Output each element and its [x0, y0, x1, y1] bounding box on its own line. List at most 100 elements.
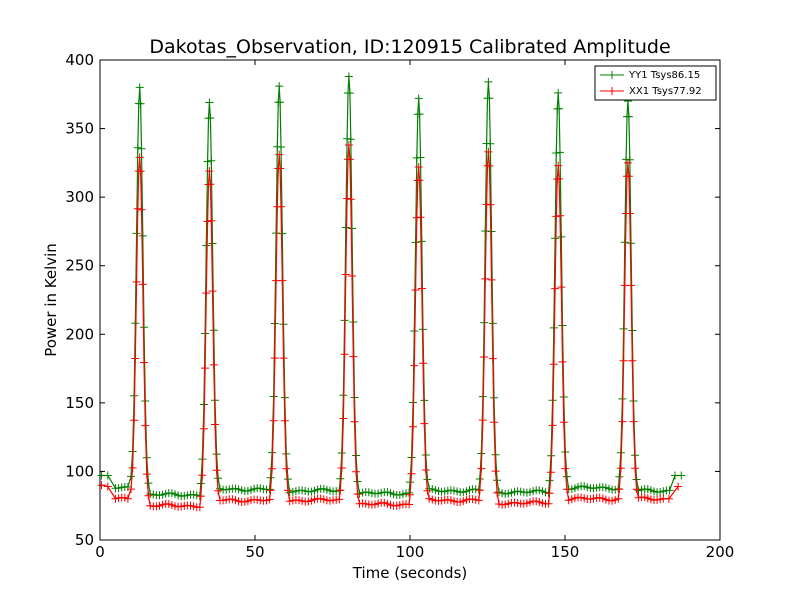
- legend-label-yy1: YY1 Tsys86.15: [628, 70, 700, 81]
- data-point: [144, 491, 153, 500]
- data-point: [343, 194, 352, 203]
- data-point: [278, 276, 287, 285]
- data-point: [133, 204, 142, 213]
- series-line: [101, 76, 682, 497]
- data-point: [490, 418, 498, 427]
- data-point: [135, 83, 144, 92]
- data-point: [269, 416, 278, 425]
- data-point: [547, 468, 555, 477]
- data-point: [208, 287, 217, 296]
- data-point: [337, 464, 346, 472]
- data-point: [352, 467, 361, 476]
- legend-marker-xx1: [608, 87, 616, 95]
- data-point: [202, 241, 211, 250]
- data-point: [137, 144, 146, 153]
- data-point: [620, 238, 629, 247]
- data-point: [420, 419, 429, 428]
- series-line: [101, 144, 679, 508]
- data-point: [491, 467, 500, 476]
- x-tick-label: 200: [706, 543, 735, 561]
- data-point: [103, 471, 112, 480]
- data-point: [558, 357, 567, 366]
- data-point: [348, 272, 356, 280]
- data-point: [207, 156, 216, 165]
- data-point: [341, 223, 350, 232]
- data-point: [340, 350, 349, 359]
- data-point: [348, 224, 356, 233]
- data-point: [487, 275, 496, 284]
- data-point: [138, 231, 147, 240]
- data-point: [128, 463, 137, 472]
- x-tick-label: 100: [396, 543, 425, 561]
- data-point: [554, 88, 563, 97]
- data-point: [277, 202, 285, 211]
- data-point: [615, 472, 624, 481]
- legend-label-xx1: XX1 Tsys77.92: [629, 86, 702, 97]
- data-point: [276, 164, 285, 173]
- data-point: [405, 500, 414, 509]
- data-point: [266, 486, 275, 495]
- data-point: [280, 416, 289, 425]
- data-point: [131, 354, 140, 363]
- data-point: [346, 195, 355, 204]
- data-point: [485, 161, 494, 170]
- data-point: [614, 494, 623, 503]
- data-point: [141, 421, 150, 430]
- data-point: [544, 499, 553, 508]
- data-point: [410, 361, 419, 370]
- data-point: [674, 482, 683, 491]
- data-point: [198, 471, 207, 480]
- data-point: [486, 139, 495, 148]
- data-point: [475, 486, 484, 495]
- data-point: [486, 200, 495, 209]
- data-point: [207, 216, 216, 225]
- legend-marker-yy1: [608, 71, 616, 79]
- data-point: [407, 469, 416, 478]
- x-tick-label: 50: [245, 543, 264, 561]
- data-point: [336, 486, 345, 495]
- data-point: [485, 94, 494, 103]
- data-point: [417, 237, 426, 246]
- series-yy1: [97, 72, 686, 501]
- data-point: [416, 213, 425, 222]
- data-point: [624, 112, 633, 121]
- chart-title: Dakotas_Observation, ID:120915 Calibrate…: [149, 36, 670, 58]
- data-point: [414, 163, 423, 171]
- y-tick-label: 400: [65, 51, 94, 69]
- data-point: [283, 486, 292, 495]
- x-axis-label: Time (seconds): [352, 564, 468, 582]
- data-point: [132, 277, 141, 286]
- data-point: [677, 471, 686, 480]
- y-axis-label: Power in Kelvin: [42, 243, 60, 357]
- data-point: [480, 353, 489, 361]
- data-point: [555, 174, 564, 183]
- data-point: [419, 359, 427, 368]
- data-point: [627, 281, 635, 290]
- data-point: [138, 280, 147, 289]
- data-point: [665, 486, 674, 495]
- x-tick-label: 150: [551, 543, 580, 561]
- data-point: [265, 495, 274, 504]
- data-point: [623, 158, 632, 167]
- data-point: [411, 286, 420, 294]
- data-point: [137, 205, 146, 214]
- data-point: [416, 153, 425, 162]
- data-point: [205, 98, 214, 107]
- data-point: [632, 485, 641, 494]
- data-point: [344, 141, 353, 149]
- data-point: [206, 114, 215, 122]
- data-point: [123, 494, 132, 503]
- data-point: [349, 352, 358, 361]
- series-xx1: [97, 141, 683, 512]
- data-point: [278, 229, 287, 238]
- data-point: [206, 180, 215, 189]
- y-tick-label: 300: [65, 188, 94, 206]
- y-tick-label: 150: [65, 394, 94, 412]
- data-point: [624, 172, 633, 181]
- data-point: [203, 217, 212, 226]
- data-point: [493, 488, 502, 497]
- y-tick-label: 100: [65, 462, 94, 480]
- data-point: [283, 475, 292, 484]
- data-point: [268, 464, 277, 473]
